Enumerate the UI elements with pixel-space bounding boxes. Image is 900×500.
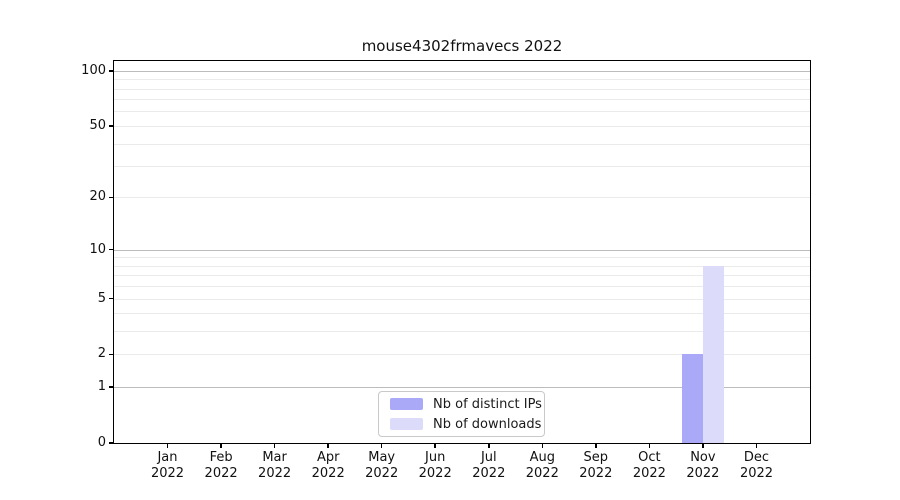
x-tick-label: Sep 2022 [564, 450, 628, 482]
x-tick-label-line: Jan [157, 450, 178, 465]
bar-distinct-ips-11 [681, 354, 703, 443]
gridline-minor [114, 125, 810, 127]
x-tick-label-line: 2022 [258, 466, 292, 481]
x-tick-label: Nov 2022 [671, 450, 735, 482]
x-tick-label-line: Feb [209, 450, 233, 465]
legend-swatch-downloads [390, 418, 423, 430]
x-tick-label-line: 2022 [311, 466, 345, 481]
x-tick-label: Jan 2022 [136, 450, 200, 482]
x-tick-label: Dec 2022 [725, 450, 789, 482]
legend-label-distinct-ips: Nb of distinct IPs [433, 396, 542, 412]
y-tick-label: 0 [97, 435, 106, 450]
y-tick-label: 20 [89, 189, 106, 205]
gridline-minor [114, 286, 810, 288]
legend-swatch-distinct-ips [390, 398, 423, 410]
x-tick-label-line: 2022 [739, 466, 774, 481]
x-tick-label-line: Oct [638, 450, 661, 465]
y-tick-label: 2 [97, 346, 106, 362]
x-tick-label-line: 2022 [472, 466, 506, 481]
x-tick-mark [327, 443, 329, 448]
y-tick-mark [109, 386, 114, 388]
gridline-minor [114, 99, 810, 101]
y-tick-label: 5 [97, 290, 106, 306]
x-tick-label-line: 2022 [150, 466, 185, 481]
gridline-minor [114, 354, 810, 356]
y-tick-mark [109, 70, 114, 72]
y-tick-label: 1 [97, 379, 106, 395]
plot-area [113, 60, 811, 444]
gridline-minor [114, 143, 810, 145]
x-tick-label: Oct 2022 [617, 450, 681, 482]
x-tick-label-line: Mar [262, 450, 287, 465]
x-tick-label-line: May [368, 450, 396, 465]
x-tick-label-line: Aug [529, 450, 555, 465]
legend-item-distinct-ips: Nb of distinct IPs [390, 396, 544, 413]
x-tick-label-line: Apr [316, 450, 340, 465]
legend: Nb of distinct IPs Nb of downloads [378, 391, 545, 437]
legend-label-downloads: Nb of downloads [433, 416, 542, 432]
y-tick-label: 50 [89, 117, 106, 133]
gridline-minor [114, 298, 810, 300]
bar-downloads-11 [702, 265, 725, 443]
x-tick-mark [166, 443, 169, 448]
x-tick-label-line: Jul [480, 450, 497, 465]
x-tick-label-line: Sep [583, 450, 609, 465]
gridline-major [114, 249, 810, 251]
x-tick-label-line: 2022 [204, 466, 238, 481]
y-tick-label: 10 [89, 241, 106, 257]
gridline-minor [114, 79, 810, 81]
x-tick-mark [648, 443, 651, 448]
x-tick-mark [380, 443, 383, 448]
x-tick-label: May 2022 [350, 450, 414, 482]
x-tick-mark [755, 443, 758, 448]
x-tick-label-line: 2022 [632, 466, 666, 481]
gridline-minor [114, 313, 810, 315]
x-tick-mark [220, 443, 222, 448]
gridline-minor [114, 265, 810, 267]
x-tick-label: Mar 2022 [243, 450, 307, 482]
chart-title: mouse4302frmavecs 2022 [361, 37, 563, 55]
gridline-minor [114, 331, 810, 333]
x-tick-label-line: Nov [690, 450, 716, 465]
x-tick-label: Feb 2022 [189, 450, 253, 482]
x-tick-label: Jul 2022 [457, 450, 521, 482]
x-tick-mark [273, 443, 276, 448]
x-tick-mark [434, 443, 436, 448]
y-tick-mark [109, 353, 114, 356]
x-tick-mark [488, 443, 490, 448]
x-tick-label-line: Jun [425, 450, 446, 465]
x-tick-label: Jun 2022 [403, 450, 467, 482]
x-tick-label-line: 2022 [365, 466, 399, 481]
x-tick-mark [702, 443, 704, 448]
gridline-minor [114, 111, 810, 113]
x-tick-label: Aug 2022 [510, 450, 574, 482]
x-tick-mark [595, 443, 597, 448]
y-tick-mark [109, 248, 114, 251]
gridline-minor [114, 275, 810, 277]
gridline-minor [114, 257, 810, 259]
x-tick-label-line: Dec [743, 450, 770, 465]
y-tick-mark [109, 125, 114, 127]
y-tick-mark [109, 442, 114, 444]
gridline-minor [114, 166, 810, 167]
x-tick-mark [541, 443, 544, 448]
x-tick-label-line: 2022 [579, 466, 613, 481]
gridline-major [114, 387, 810, 389]
y-tick-label: 100 [81, 62, 106, 78]
gridline-minor [114, 88, 810, 90]
x-tick-label-line: 2022 [686, 466, 720, 481]
y-tick-mark [109, 297, 114, 300]
gridline-major [114, 70, 810, 72]
legend-item-downloads: Nb of downloads [390, 416, 544, 433]
y-tick-mark [109, 196, 114, 199]
gridline-minor [114, 197, 810, 199]
x-tick-label: Apr 2022 [296, 450, 360, 482]
x-tick-label-line: 2022 [418, 466, 452, 481]
x-tick-label-line: 2022 [525, 466, 559, 481]
